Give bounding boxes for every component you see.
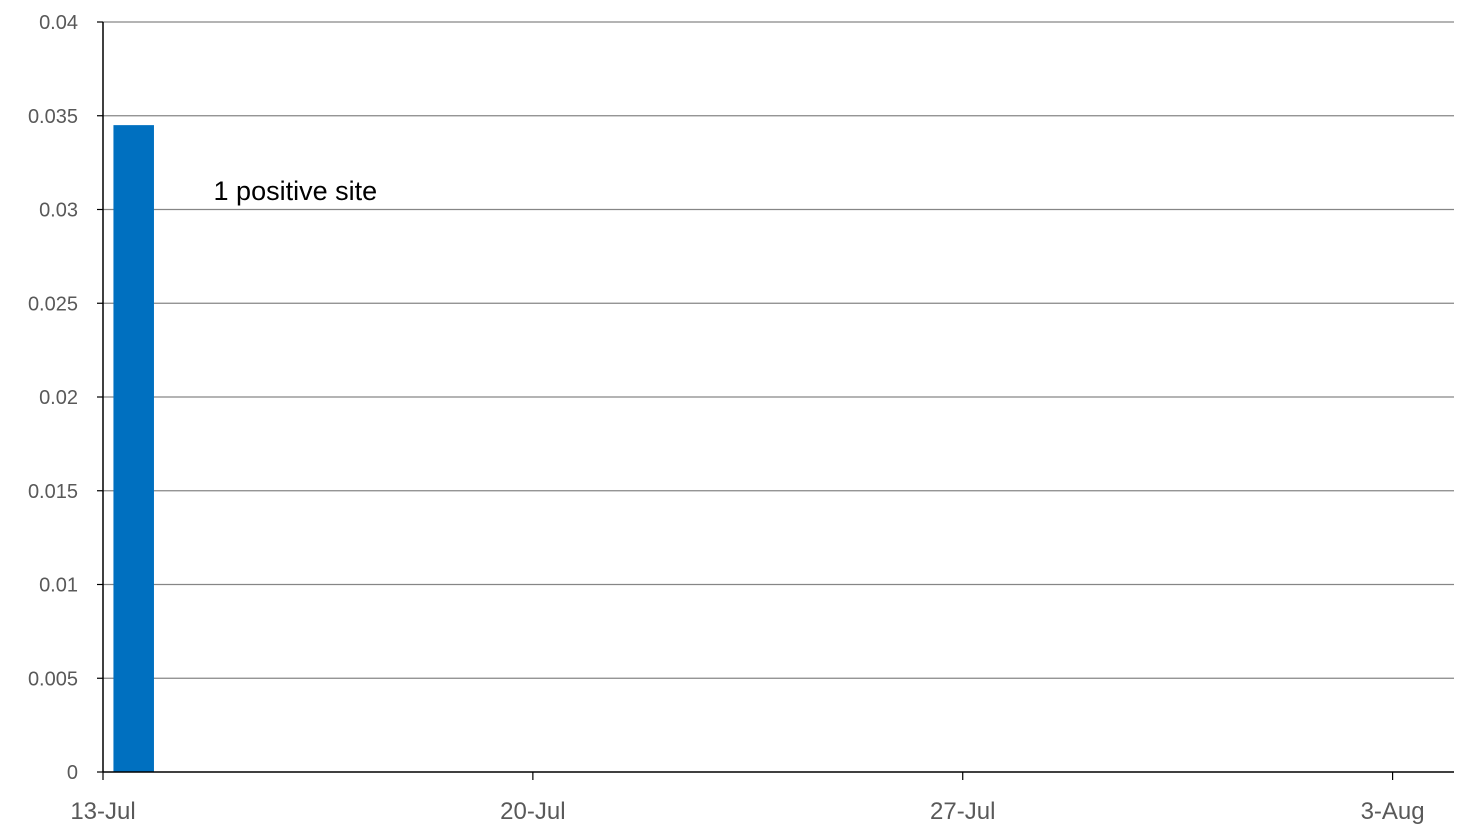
y-tick-label: 0.02 [39, 387, 78, 409]
x-tick-label: 20-Jul [500, 798, 565, 825]
gridlines [103, 21, 1454, 679]
annotations: 1 positive site [214, 176, 378, 206]
y-tick-label: 0.01 [39, 575, 78, 597]
y-tick-label: 0.025 [28, 293, 78, 315]
y-tick-label: 0.035 [28, 106, 78, 128]
y-tick-labels: 0 0.005 0.01 0.015 0.02 0.025 0.03 0.035 0.04 [28, 12, 78, 784]
bar [113, 125, 154, 772]
y-tick-label: 0.03 [39, 200, 78, 222]
y-tick-label: 0.015 [28, 481, 78, 503]
annotation-label: 1 positive site [214, 176, 378, 206]
x-tick-label: 13-Jul [70, 798, 135, 825]
axes [97, 21, 1454, 780]
x-tick-label: 3-Aug [1361, 798, 1425, 825]
x-tick-labels: 13-Jul 20-Jul 27-Jul 3-Aug [70, 798, 1424, 825]
bars [113, 125, 154, 772]
y-tick-label: 0.005 [28, 668, 78, 690]
y-tick-label: 0.04 [39, 12, 78, 34]
y-tick-label: 0 [67, 762, 78, 784]
x-tick-label: 27-Jul [930, 798, 995, 825]
